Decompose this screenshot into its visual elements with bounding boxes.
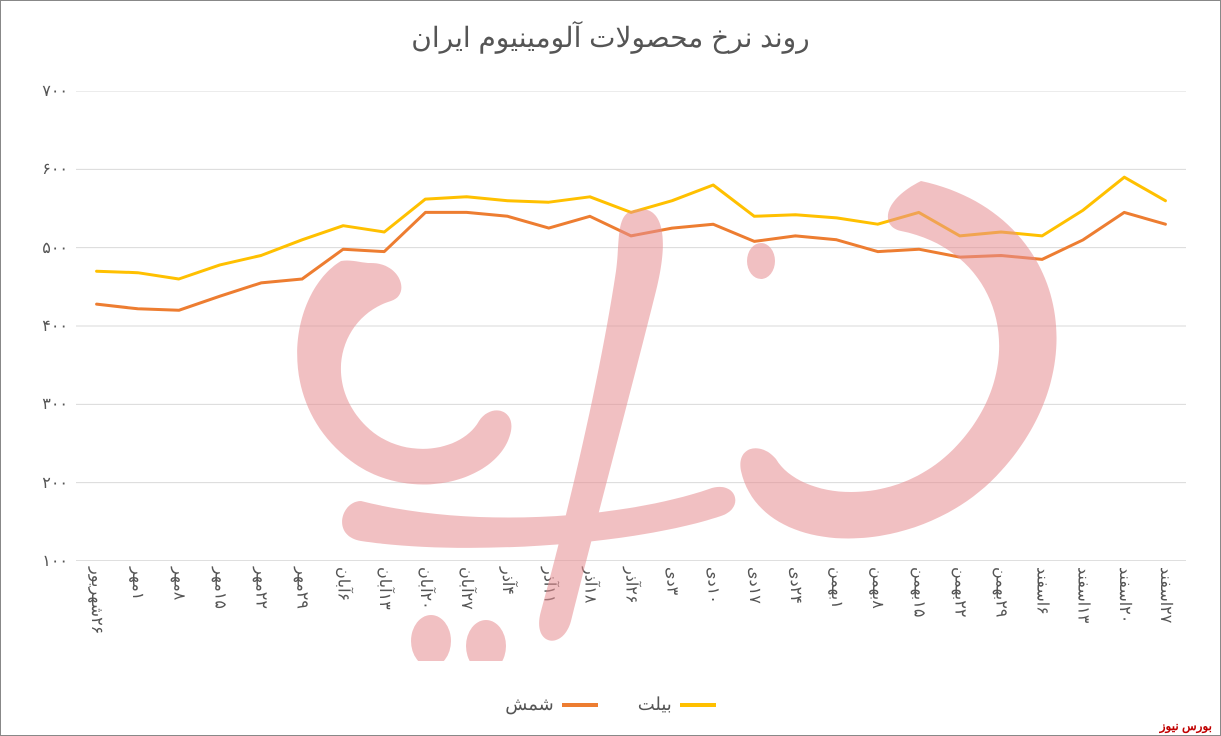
x-tick-label: ۱۷دی: [745, 561, 764, 604]
y-tick-label: ۶۰۰: [42, 159, 76, 179]
x-tick-label: ۱۱آذر: [539, 561, 558, 603]
x-tick-label: ۲۶آذر: [622, 561, 641, 603]
chart-title: روند نرخ محصولات آلومینیوم ایران: [1, 1, 1220, 54]
y-tick-label: ۷۰۰: [42, 81, 76, 101]
legend-label: بیلت: [638, 694, 672, 715]
x-tick-label: ۸مهر: [169, 561, 188, 600]
x-tick-label: ۲۹مهر: [293, 561, 312, 609]
x-tick-label: ۳دی: [663, 561, 682, 595]
chart-container: روند نرخ محصولات آلومینیوم ایران ۱۰۰۲۰۰۳…: [0, 0, 1221, 736]
x-tick-label: ۲۷اسفند: [1156, 561, 1175, 623]
x-tick-label: ۲۹بهمن: [992, 561, 1011, 617]
x-tick-label: ۱مهر: [128, 561, 147, 600]
x-tick-label: ۱۵بهمن: [909, 561, 928, 617]
legend-swatch: [562, 703, 598, 707]
x-tick-label: ۲۶شهریور: [87, 561, 106, 634]
x-tick-label: ۲۰آبان: [416, 561, 435, 610]
x-tick-label: ۲۲بهمن: [950, 561, 969, 617]
legend-label: شمش: [505, 694, 553, 715]
y-tick-label: ۳۰۰: [42, 394, 76, 414]
legend: بیلت شمش: [1, 694, 1220, 715]
y-tick-label: ۴۰۰: [42, 316, 76, 336]
legend-item-ingot: شمش: [505, 694, 597, 715]
y-tick-label: ۱۰۰: [42, 551, 76, 571]
x-tick-label: ۶اسفند: [1033, 561, 1052, 615]
legend-swatch: [680, 703, 716, 707]
y-tick-label: ۲۰۰: [42, 473, 76, 493]
plot-svg: [76, 91, 1186, 561]
x-tick-label: ۶آبان: [334, 561, 353, 601]
x-tick-label: ۲۰اسفند: [1115, 561, 1134, 623]
x-tick-label: ۱۳آبان: [375, 561, 394, 610]
x-tick-label: ۴آذر: [498, 561, 517, 595]
x-tick-label: ۲۴دی: [786, 561, 805, 604]
footer-credit: بورس نیوز: [1160, 719, 1212, 733]
y-tick-label: ۵۰۰: [42, 238, 76, 258]
x-tick-label: ۱بهمن: [827, 561, 846, 609]
x-tick-label: ۲۷آبان: [457, 561, 476, 610]
legend-item-billet: بیلت: [638, 694, 716, 715]
x-tick-label: ۸بهمن: [868, 561, 887, 609]
x-tick-label: ۱۰دی: [704, 561, 723, 604]
x-tick-label: ۱۵مهر: [210, 561, 229, 609]
x-tick-label: ۱۸آذر: [580, 561, 599, 603]
x-tick-label: ۱۳اسفند: [1074, 561, 1093, 623]
plot-area: ۱۰۰۲۰۰۳۰۰۴۰۰۵۰۰۶۰۰۷۰۰۲۶شهریور۱مهر۸مهر۱۵م…: [76, 91, 1186, 561]
x-tick-label: ۲۲مهر: [252, 561, 271, 609]
